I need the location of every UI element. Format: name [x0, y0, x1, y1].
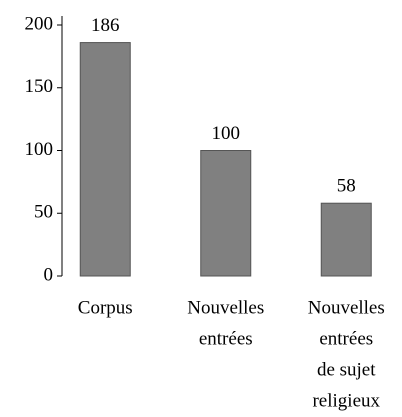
x-tick-label: de sujet [317, 359, 376, 380]
value-label: 58 [337, 176, 356, 197]
x-tick-label: Corpus [78, 297, 133, 318]
y-tick-label: 150 [25, 76, 54, 97]
x-tick-label: entrées [319, 328, 373, 349]
x-tick-label: Nouvelles [187, 297, 264, 318]
y-tick-label: 0 [44, 264, 54, 285]
x-tick-label: Nouvelles [308, 297, 385, 318]
y-tick-label: 200 [25, 13, 54, 34]
bar [200, 150, 252, 277]
bar [79, 42, 131, 277]
bar [320, 202, 372, 277]
x-tick-label: religieux [312, 390, 380, 411]
y-tick-label: 100 [25, 139, 54, 160]
value-label: 186 [91, 15, 120, 36]
value-label: 100 [212, 123, 241, 144]
x-tick-label: entrées [199, 328, 253, 349]
y-tick-label: 50 [34, 202, 53, 223]
